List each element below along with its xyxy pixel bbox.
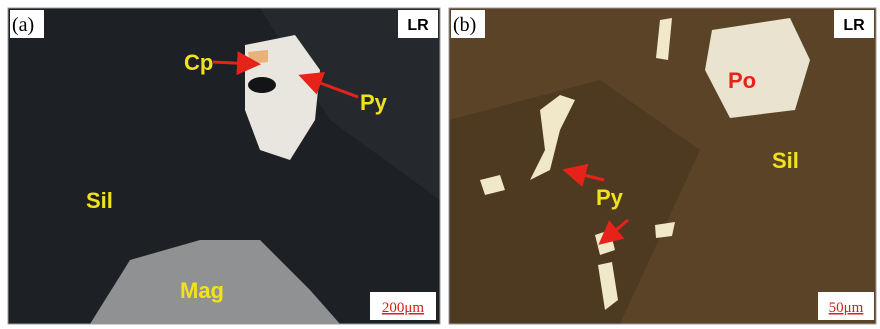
- annotation: Cp: [184, 50, 213, 75]
- scale-bar: 50μm: [829, 300, 864, 316]
- figure: (a) LR Cp Py Sil Mag 200μm (b) LR Po Sil…: [0, 0, 880, 329]
- panel-b: [449, 8, 876, 324]
- panel-label: (b): [453, 14, 476, 36]
- arrow: [213, 62, 255, 64]
- panel-label: (a): [12, 14, 34, 36]
- annotation: Py: [360, 90, 388, 115]
- annotation: Mag: [180, 278, 224, 303]
- tag: LR: [407, 17, 429, 34]
- chalcopyrite: [248, 50, 268, 64]
- annotation: Po: [728, 68, 756, 93]
- scale-bar: 200μm: [382, 300, 425, 316]
- annotation: Sil: [86, 188, 113, 213]
- panel-a: [8, 8, 440, 324]
- annotation: Sil: [772, 148, 799, 173]
- tag: LR: [843, 17, 865, 34]
- pit: [248, 77, 276, 93]
- annotation: Py: [596, 185, 624, 210]
